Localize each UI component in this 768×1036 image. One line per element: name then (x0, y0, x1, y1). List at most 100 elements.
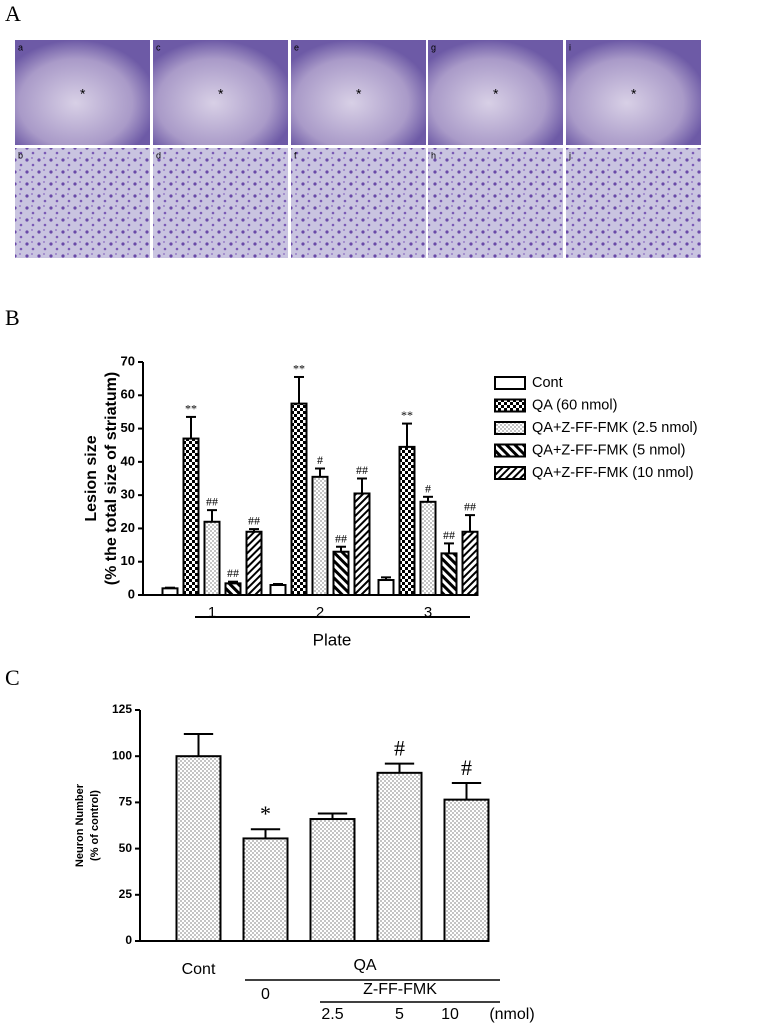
x-tick-label: 5 (395, 1006, 404, 1023)
y-tick-label: 70 (121, 353, 135, 368)
legend-swatch (494, 398, 526, 413)
x-tick-label: 1 (208, 604, 216, 621)
significance-label: # (425, 481, 431, 495)
y-tick-label: 0 (125, 933, 132, 947)
significance-label: ## (335, 531, 347, 545)
bar (175, 755, 222, 943)
y-axis-label: Neuron Number (74, 783, 86, 867)
micrograph (291, 40, 426, 145)
x-tick-label: 2 (316, 604, 324, 621)
bar (461, 530, 479, 596)
bar (311, 475, 329, 597)
significance-label: # (394, 735, 405, 760)
bar (242, 837, 289, 942)
panel-label: A (5, 1, 21, 26)
x-axis-label: Plate (313, 630, 352, 649)
legend-swatch (494, 421, 526, 435)
significance-label: ## (227, 566, 239, 580)
legend-label: QA+Z-FF-FMK (5 nmol) (532, 442, 685, 458)
y-tick-label: 10 (121, 553, 135, 568)
micrograph (153, 148, 288, 258)
x-tick-label: 3 (424, 604, 432, 621)
micrograph-label: c (156, 42, 161, 52)
y-tick-label: 60 (121, 387, 135, 402)
micrograph (566, 148, 701, 258)
group-label: Z-FF-FMK (363, 981, 437, 998)
micrograph-marker: * (80, 86, 86, 102)
bar (440, 552, 458, 597)
panel-label: B (5, 305, 20, 330)
legend-label: QA+Z-FF-FMK (10 nmol) (532, 465, 694, 481)
micrograph-label: j (568, 150, 571, 160)
micrograph-label: f (294, 150, 297, 160)
micrograph-label: e (294, 42, 299, 52)
x-tick-label: 2.5 (321, 1006, 343, 1023)
significance-label: # (317, 453, 323, 467)
micrograph (428, 148, 563, 258)
significance-label: ** (401, 408, 413, 422)
y-tick-label: 100 (112, 748, 132, 762)
significance-label: ## (206, 495, 218, 509)
y-tick-label: 25 (119, 887, 133, 901)
significance-label: ## (443, 528, 455, 542)
bar (443, 798, 490, 942)
y-tick-label: 30 (121, 487, 135, 502)
bar (245, 530, 263, 596)
legend-label: QA+Z-FF-FMK (2.5 nmol) (532, 420, 698, 436)
panel-label: C (5, 665, 20, 690)
legend-label: QA (60 nmol) (532, 397, 617, 413)
micrograph-label: h (431, 150, 436, 160)
bar (290, 402, 308, 596)
legend-swatch (494, 376, 526, 390)
micrograph (428, 40, 563, 145)
significance-label: * (260, 801, 271, 826)
y-axis-label: (% the total size of striatum) (103, 372, 120, 585)
bar (353, 492, 371, 597)
x-tick-label: 0 (261, 986, 270, 1003)
legend-label: Cont (532, 375, 563, 391)
micrograph-label: a (18, 42, 23, 52)
micrograph-label: i (569, 42, 571, 52)
significance-label: ** (185, 401, 197, 415)
legend-swatch (494, 443, 526, 458)
x-tick-label: 10 (441, 1006, 459, 1023)
y-tick-label: 40 (121, 453, 135, 468)
y-tick-label: 0 (128, 586, 135, 601)
y-axis-label: Lesion size (83, 435, 100, 521)
y-axis-label: (% of control) (89, 790, 101, 861)
bar (332, 550, 350, 597)
unit-label: (nmol) (489, 1006, 534, 1023)
x-tick-label: Cont (182, 961, 216, 978)
micrograph (153, 40, 288, 145)
micrograph-label: b (18, 150, 23, 160)
y-tick-label: 20 (121, 520, 135, 535)
micrograph (15, 148, 150, 258)
micrograph (15, 40, 150, 145)
micrograph-label: g (431, 42, 436, 52)
y-tick-label: 125 (112, 702, 132, 716)
bar (419, 500, 437, 596)
bar (377, 579, 395, 596)
significance-label: ## (464, 500, 476, 514)
y-tick-label: 75 (119, 795, 133, 809)
bar (182, 437, 200, 596)
legend-swatch (494, 466, 526, 480)
significance-label: ## (248, 514, 260, 528)
y-tick-label: 50 (119, 841, 133, 855)
bar (269, 584, 287, 596)
micrograph-marker: * (493, 86, 499, 102)
bar (309, 818, 356, 942)
micrograph (566, 40, 701, 145)
significance-label: ** (293, 362, 305, 376)
significance-label: # (461, 755, 472, 780)
bar (203, 520, 221, 596)
micrograph (291, 148, 426, 258)
chart-b: 0 10 20 30 40 50 60 70 Lesion size (% the total s… (83, 353, 697, 649)
y-tick-label: 50 (121, 420, 135, 435)
significance-label: ## (356, 463, 368, 477)
micrographs: a * c * e * g * i * b d f h j (15, 40, 701, 258)
micrograph-marker: * (218, 86, 224, 102)
